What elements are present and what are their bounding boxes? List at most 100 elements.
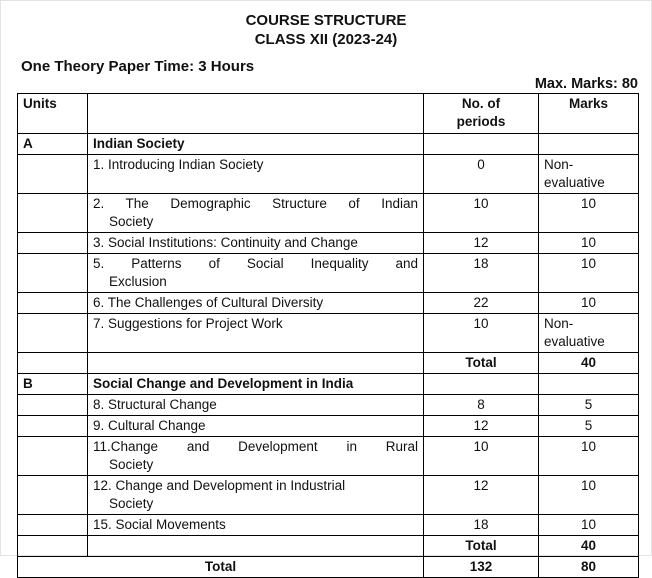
topic-line: 1. Introducing Indian Society — [93, 157, 264, 172]
item-row: 9. Cultural Change 12 5 — [17, 415, 639, 437]
periods-cell: 12 — [423, 415, 539, 437]
topic-cell — [87, 535, 424, 557]
marks-cell: Non-evaluative — [538, 313, 639, 353]
section-row: A Indian Society — [17, 133, 639, 155]
subtotal-label-cell: Total — [423, 352, 539, 374]
item-row: 6. The Challenges of Cultural Diversity 2… — [17, 292, 639, 314]
header-topic — [87, 93, 424, 134]
marks-text: Non-evaluative — [544, 316, 605, 349]
marks-cell — [538, 133, 639, 155]
topic-line: 7. Suggestions for Project Work — [93, 316, 283, 331]
item-row: 5. Patterns of Social Inequality and Excl… — [17, 253, 639, 293]
topic-cell: 3. Social Institutions: Continuity and C… — [87, 232, 424, 254]
unit-cell — [17, 535, 88, 557]
unit-cell — [17, 193, 88, 233]
header-marks: Marks — [538, 93, 639, 134]
topic-line: 2. The Demographic Structure of Indian — [93, 196, 418, 211]
course-table-body: Units No. of periods Marks A Indian Socie… — [17, 93, 639, 578]
periods-cell: 8 — [423, 394, 539, 416]
item-row: 15. Social Movements 18 10 — [17, 514, 639, 536]
title-line-2: CLASS XII (2023-24) — [254, 31, 398, 48]
topic-line: 12. Change and Development in Industrial — [93, 478, 346, 493]
subtotal-marks-cell: 40 — [538, 352, 639, 374]
topic-line: Society — [109, 457, 154, 472]
topic-line: 11.Change and Development in Rural — [93, 439, 418, 454]
unit-cell — [17, 436, 88, 476]
periods-cell: 12 — [423, 475, 539, 515]
grand-total-periods-cell: 132 — [423, 556, 539, 578]
unit-cell — [17, 313, 88, 353]
periods-cell: 22 — [423, 292, 539, 314]
periods-cell: 10 — [423, 313, 539, 353]
unit-cell — [17, 415, 88, 437]
item-row: 7. Suggestions for Project Work 10 Non-eva… — [17, 313, 639, 353]
topic-cell: 5. Patterns of Social Inequality and Excl… — [87, 253, 424, 293]
topic-cell — [87, 352, 424, 374]
marks-cell: 5 — [538, 415, 639, 437]
subtotal-row: Total 40 — [17, 535, 639, 557]
marks-cell: Non-evaluative — [538, 154, 639, 194]
unit-cell: B — [17, 373, 88, 395]
course-table: Units No. of periods Marks A Indian Socie… — [17, 93, 639, 578]
title-line-1: COURSE STRUCTURE — [245, 12, 407, 29]
topic-line: 6. The Challenges of Cultural Diversity — [93, 295, 324, 310]
section-row: B Social Change and Development in India — [17, 373, 639, 395]
marks-cell: 10 — [538, 475, 639, 515]
unit-cell — [17, 475, 88, 515]
topic-cell: 6. The Challenges of Cultural Diversity — [87, 292, 424, 314]
grandtotal-row: Total 132 80 — [17, 556, 639, 578]
topic-cell: 11.Change and Development in Rural Societ… — [87, 436, 424, 476]
marks-text: Non-evaluative — [544, 157, 605, 190]
unit-cell — [17, 394, 88, 416]
item-row: 12. Change and Development in Industrial… — [17, 475, 639, 515]
document-title: COURSE STRUCTURE CLASS XII (2023-24) — [1, 11, 651, 49]
section-title-cell: Social Change and Development in India — [87, 373, 424, 395]
topic-line: 3. Social Institutions: Continuity and C… — [93, 235, 358, 250]
unit-cell: A — [17, 133, 88, 155]
subtotal-marks-cell: 40 — [538, 535, 639, 557]
unit-cell — [17, 232, 88, 254]
topic-cell: 2. The Demographic Structure of Indian So… — [87, 193, 424, 233]
grand-total-label-cell: Total — [17, 556, 424, 578]
item-row: 8. Structural Change 8 5 — [17, 394, 639, 416]
marks-cell — [538, 373, 639, 395]
item-row: 1. Introducing Indian Society 0 Non-evalua… — [17, 154, 639, 194]
marks-cell: 10 — [538, 292, 639, 314]
header-units: Units — [17, 93, 88, 134]
marks-cell: 10 — [538, 253, 639, 293]
topic-line: 5. Patterns of Social Inequality and — [93, 256, 418, 271]
section-title-cell: Indian Society — [87, 133, 424, 155]
unit-cell — [17, 292, 88, 314]
topic-line: 9. Cultural Change — [93, 418, 206, 433]
periods-cell — [423, 373, 539, 395]
marks-cell: 10 — [538, 232, 639, 254]
item-row: 2. The Demographic Structure of Indian So… — [17, 193, 639, 233]
item-row: 3. Social Institutions: Continuity and C… — [17, 232, 639, 254]
periods-cell: 18 — [423, 514, 539, 536]
topic-cell: 7. Suggestions for Project Work — [87, 313, 424, 353]
grand-total-marks-cell: 80 — [538, 556, 639, 578]
unit-cell — [17, 352, 88, 374]
max-marks-text: Max. Marks: 80 — [534, 76, 638, 92]
topic-cell: 15. Social Movements — [87, 514, 424, 536]
periods-cell: 10 — [423, 436, 539, 476]
topic-cell: 9. Cultural Change — [87, 415, 424, 437]
unit-cell — [17, 514, 88, 536]
topic-line: Exclusion — [109, 274, 167, 289]
marks-cell: 10 — [538, 436, 639, 476]
periods-cell: 18 — [423, 253, 539, 293]
subtotal-label-cell: Total — [423, 535, 539, 557]
topic-cell: 1. Introducing Indian Society — [87, 154, 424, 194]
topic-line: Society — [109, 214, 154, 229]
topic-cell: 12. Change and Development in Industrial… — [87, 475, 424, 515]
marks-cell: 10 — [538, 193, 639, 233]
header-periods: No. of periods — [423, 93, 539, 134]
topic-cell: 8. Structural Change — [87, 394, 424, 416]
topic-line: Society — [109, 496, 154, 511]
subtotal-row: Total 40 — [17, 352, 639, 374]
periods-cell: 0 — [423, 154, 539, 194]
item-row: 11.Change and Development in Rural Societ… — [17, 436, 639, 476]
table-header-row: Units No. of periods Marks — [17, 93, 639, 134]
marks-cell: 5 — [538, 394, 639, 416]
